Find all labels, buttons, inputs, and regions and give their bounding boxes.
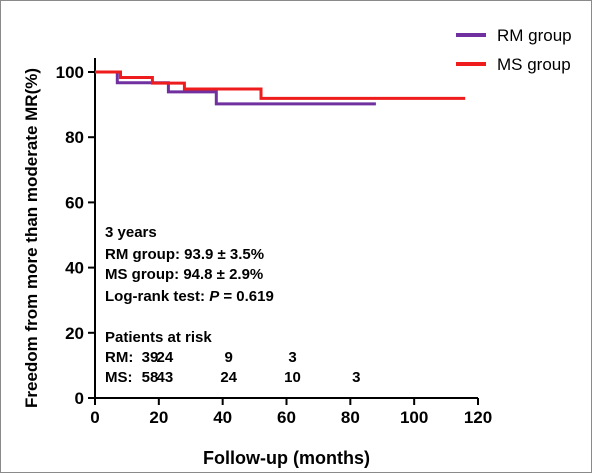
y-tick-label: 100 [56, 63, 84, 82]
series-layer [95, 70, 466, 106]
risk-cell: 43 [156, 369, 173, 386]
x-tick-label: 60 [277, 408, 296, 427]
risk-cell: 3 [288, 349, 296, 366]
annotation-rm-survival: RM group: 93.9 ± 3.5% [105, 246, 264, 263]
annotation-logrank: Log-rank test: P = 0.619 [105, 288, 274, 305]
x-tick-label: 100 [400, 408, 428, 427]
y-tick-label: 20 [65, 324, 84, 343]
risk-cell: 3 [352, 369, 360, 386]
risk-row-label: MS: [105, 369, 133, 386]
legend-label: RM group [497, 26, 572, 45]
risk-cell: 58 [142, 369, 159, 386]
x-tick-label: 120 [464, 408, 492, 427]
y-tick-label: 80 [65, 128, 84, 147]
risk-cell: 24 [220, 369, 237, 386]
annotation-block: 3 years RM group: 93.9 ± 3.5% MS group: … [105, 224, 274, 346]
y-tick-label: 0 [75, 389, 84, 408]
risk-cell: 9 [224, 349, 232, 366]
legend-label: MS group [497, 55, 571, 74]
risk-cell: 39 [142, 349, 159, 366]
series-line-ms [95, 70, 466, 100]
x-tick-label: 40 [213, 408, 232, 427]
y-tick-label: 60 [65, 193, 84, 212]
axes: 0 20 40 60 80 100 120 0 20 40 60 80 100 Follow-up (mo… [22, 58, 492, 468]
risk-row-label: RM: [105, 349, 133, 366]
logrank-value: = 0.619 [219, 288, 274, 305]
x-axis-title: Follow-up (months) [203, 448, 370, 468]
y-axis-title: Freedom from more than moderate MR(%) [22, 68, 41, 408]
logrank-p-symbol: P [209, 288, 220, 305]
x-tick-label: 80 [341, 408, 360, 427]
legend: RM group MS group [456, 26, 572, 74]
series-line-rm [95, 70, 376, 106]
x-tick-label: 0 [90, 408, 99, 427]
y-tick-label: 40 [65, 259, 84, 278]
x-tick-label: 20 [149, 408, 168, 427]
risk-cell: 10 [284, 369, 301, 386]
logrank-label: Log-rank test: [105, 288, 209, 305]
risk-table-title: Patients at risk [105, 329, 212, 346]
risk-cell: 24 [156, 349, 173, 366]
annotation-title: 3 years [105, 224, 157, 241]
annotation-ms-survival: MS group: 94.8 ± 2.9% [105, 266, 263, 283]
